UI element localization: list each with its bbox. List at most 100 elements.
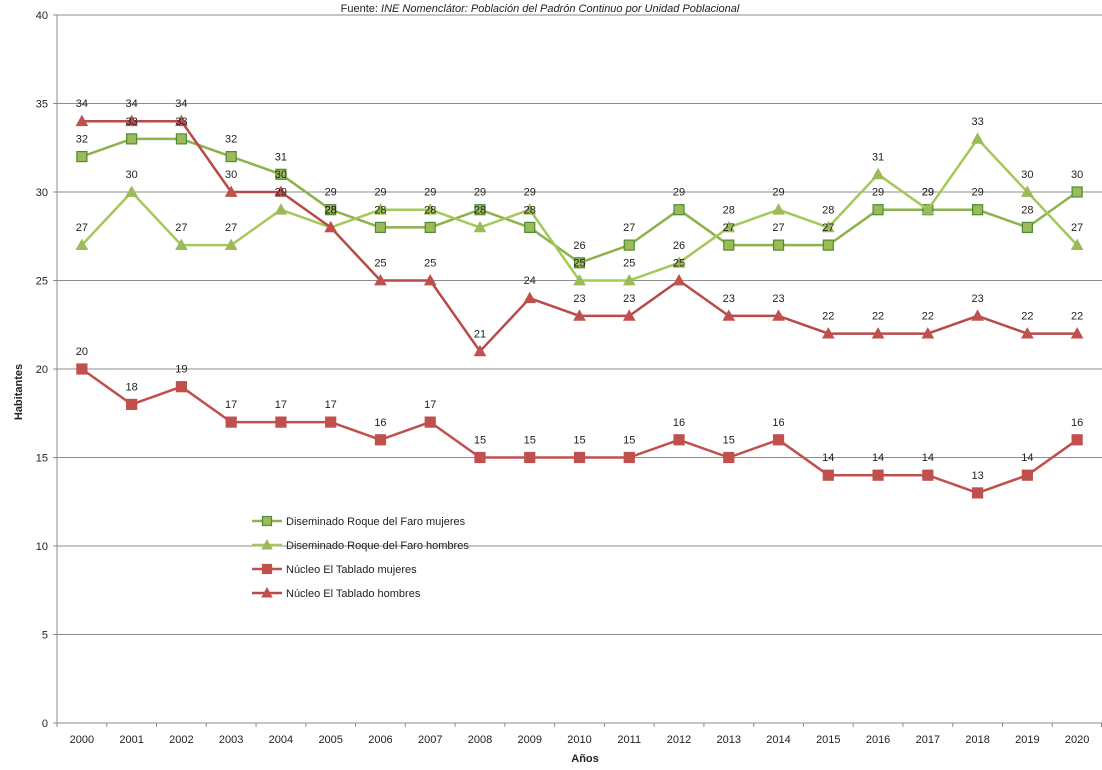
x-tick-label: 2002 bbox=[169, 734, 193, 746]
data-point bbox=[772, 203, 785, 215]
data-label: 28 bbox=[1021, 204, 1033, 216]
x-tick-label: 2020 bbox=[1065, 734, 1089, 746]
x-tick-label: 2000 bbox=[70, 734, 94, 746]
data-label: 25 bbox=[374, 258, 386, 270]
data-label: 29 bbox=[424, 187, 436, 199]
gridlines bbox=[57, 14, 1102, 635]
data-label: 17 bbox=[225, 399, 237, 411]
data-point bbox=[1021, 327, 1034, 339]
data-label: 25 bbox=[424, 258, 436, 270]
data-label: 33 bbox=[126, 116, 138, 128]
data-label: 29 bbox=[474, 187, 486, 199]
y-tick-label: 20 bbox=[36, 364, 48, 376]
legend-marker bbox=[261, 515, 273, 527]
x-tick-label: 2018 bbox=[965, 734, 989, 746]
data-label: 29 bbox=[971, 187, 983, 199]
data-label: 30 bbox=[1071, 169, 1083, 181]
data-label: 15 bbox=[474, 435, 486, 447]
data-point bbox=[424, 416, 436, 428]
y-tick-label: 40 bbox=[36, 10, 48, 22]
data-label: 28 bbox=[325, 204, 337, 216]
data-point bbox=[1071, 186, 1083, 198]
x-tick-label: 2017 bbox=[916, 734, 940, 746]
data-label: 28 bbox=[325, 204, 337, 216]
data-label: 28 bbox=[822, 204, 834, 216]
x-tick-label: 2015 bbox=[816, 734, 840, 746]
data-point bbox=[76, 151, 88, 163]
data-point bbox=[473, 220, 487, 233]
y-tick-label: 5 bbox=[42, 630, 48, 642]
data-point bbox=[274, 185, 288, 197]
data-point bbox=[971, 309, 984, 321]
data-point bbox=[673, 204, 685, 216]
data-label: 28 bbox=[474, 204, 486, 216]
data-label: 28 bbox=[374, 204, 386, 216]
data-point bbox=[275, 416, 287, 428]
data-label: 21 bbox=[474, 328, 486, 340]
chart-source: Fuente: INE Nomenclátor: Población del P… bbox=[341, 3, 740, 15]
data-label: 22 bbox=[1021, 311, 1033, 323]
data-point bbox=[723, 451, 735, 464]
data-point bbox=[623, 451, 635, 464]
data-point bbox=[921, 327, 935, 339]
data-point bbox=[971, 204, 984, 216]
data-point bbox=[424, 221, 436, 233]
data-label: 27 bbox=[175, 222, 187, 234]
data-label: 26 bbox=[573, 240, 585, 252]
data-point bbox=[822, 239, 834, 251]
data-point bbox=[125, 114, 138, 127]
data-label: 29 bbox=[772, 187, 784, 199]
data-label: 18 bbox=[126, 381, 138, 393]
data-point bbox=[672, 256, 686, 268]
data-label: 15 bbox=[524, 435, 536, 447]
data-label: 17 bbox=[424, 399, 436, 411]
data-point bbox=[672, 273, 686, 286]
series-group bbox=[75, 114, 1084, 499]
x-tick-label: 2008 bbox=[468, 734, 492, 746]
data-point bbox=[374, 203, 387, 215]
x-tick-label: 2006 bbox=[368, 734, 392, 746]
data-point bbox=[871, 167, 885, 180]
data-label: 16 bbox=[772, 417, 784, 429]
data-label: 27 bbox=[623, 222, 635, 234]
data-point bbox=[175, 114, 188, 127]
data-label: 28 bbox=[723, 204, 735, 216]
data-label: 29 bbox=[872, 187, 884, 199]
data-label: 29 bbox=[524, 187, 536, 199]
data-point bbox=[622, 309, 636, 321]
data-point bbox=[821, 327, 835, 339]
data-point bbox=[75, 114, 89, 127]
data-label: 25 bbox=[573, 258, 585, 270]
data-label: 14 bbox=[872, 452, 884, 464]
data-label: 22 bbox=[1071, 311, 1083, 323]
data-label: 29 bbox=[922, 187, 934, 199]
data-point bbox=[275, 168, 287, 180]
data-label: 27 bbox=[1071, 222, 1083, 234]
data-label: 15 bbox=[573, 435, 585, 447]
data-label: 15 bbox=[723, 435, 735, 447]
data-point bbox=[772, 239, 785, 251]
data-point bbox=[523, 203, 537, 215]
data-label: 15 bbox=[623, 435, 635, 447]
x-tick-label: 2005 bbox=[318, 734, 342, 746]
x-tick-label: 2012 bbox=[667, 734, 691, 746]
axes: 0 5 10 15 20 25 30 35 40 2000 2001 2002 2003 2004 2005… bbox=[36, 10, 1102, 746]
data-label: 22 bbox=[872, 311, 884, 323]
data-point bbox=[622, 273, 636, 286]
data-point bbox=[175, 133, 188, 145]
data-label: 20 bbox=[76, 346, 88, 358]
data-label: 14 bbox=[822, 452, 834, 464]
data-label: 34 bbox=[76, 98, 88, 110]
data-label: 31 bbox=[275, 151, 287, 163]
data-point bbox=[225, 151, 237, 163]
data-point bbox=[75, 238, 89, 250]
data-label: 31 bbox=[872, 151, 884, 163]
data-point bbox=[772, 309, 785, 321]
data-point bbox=[1070, 327, 1084, 339]
data-label: 19 bbox=[175, 364, 187, 376]
data-label: 29 bbox=[922, 187, 934, 199]
data-label: 17 bbox=[325, 399, 337, 411]
legend-label: Núcleo El Tablado hombres bbox=[286, 588, 421, 600]
data-label: 30 bbox=[275, 169, 287, 181]
x-tick-label: 2009 bbox=[517, 734, 541, 746]
